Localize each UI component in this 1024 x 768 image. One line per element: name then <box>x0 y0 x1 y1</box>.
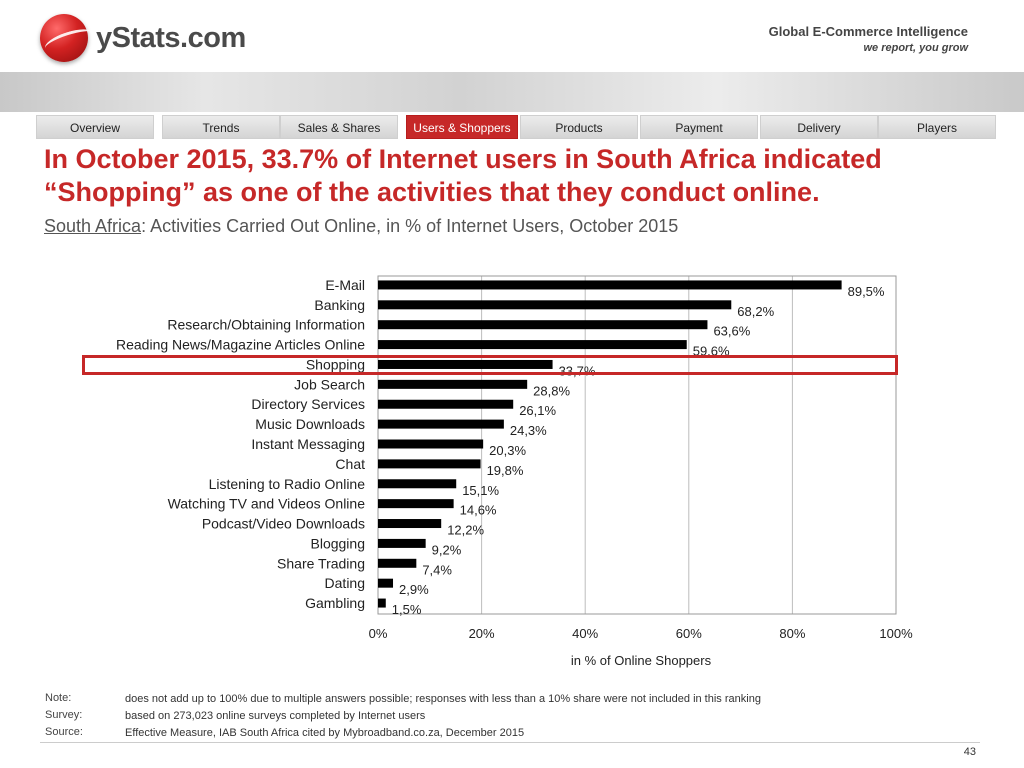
bar <box>378 399 514 409</box>
value-label: 28,8% <box>533 383 570 398</box>
category-label: Music Downloads <box>255 416 365 432</box>
bar <box>378 538 426 548</box>
x-tick-label: 40% <box>572 626 598 641</box>
value-label: 63,6% <box>713 324 750 339</box>
survey-text: based on 273,023 online surveys complete… <box>125 710 426 722</box>
category-label: Blogging <box>311 535 366 551</box>
category-label: Shopping <box>306 356 365 372</box>
subtitle-text: : Activities Carried Out Online, in % of… <box>141 216 679 236</box>
value-label: 19,8% <box>487 463 524 478</box>
bar <box>378 340 687 350</box>
tagline-title: Global E-Commerce Intelligence <box>768 24 968 39</box>
category-label: Chat <box>335 456 365 472</box>
x-tick-label: 80% <box>779 626 805 641</box>
category-label: Watching TV and Videos Online <box>168 496 366 512</box>
category-label: Banking <box>314 297 365 313</box>
value-label: 59,6% <box>693 344 730 359</box>
bar <box>378 499 454 509</box>
header-band <box>0 72 1024 112</box>
value-label: 26,1% <box>519 403 556 418</box>
bar <box>378 598 386 608</box>
source-label: Source: <box>45 726 83 738</box>
logo-globe-icon <box>40 14 88 62</box>
category-label: Dating <box>325 575 365 591</box>
tab-overview[interactable]: Overview <box>36 115 154 139</box>
x-tick-label: 100% <box>879 626 913 641</box>
value-label: 1,5% <box>392 602 422 617</box>
value-label: 89,5% <box>848 284 885 299</box>
value-label: 20,3% <box>489 443 526 458</box>
tab-players[interactable]: Players <box>878 115 996 139</box>
tab-trends[interactable]: Trends <box>162 115 280 139</box>
bar <box>378 359 553 369</box>
tab-users-shoppers[interactable]: Users & Shoppers <box>406 115 518 139</box>
category-label: Gambling <box>305 595 365 611</box>
category-label: Job Search <box>294 376 365 392</box>
bar <box>378 459 481 469</box>
category-label: Instant Messaging <box>251 436 365 452</box>
value-label: 7,4% <box>422 562 452 577</box>
survey-label: Survey: <box>45 709 83 721</box>
activities-bar-chart: 0% 20% 40% 60% 80% 100% E-Mail 89,5% Banking 68,2… <box>116 275 913 668</box>
bar <box>378 280 842 290</box>
category-label: Share Trading <box>277 555 365 571</box>
bar <box>378 439 484 449</box>
value-label: 9,2% <box>432 542 462 557</box>
bar <box>378 379 528 389</box>
category-label: Research/Obtaining Information <box>167 317 365 333</box>
footer-divider <box>40 742 980 743</box>
tab-payment[interactable]: Payment <box>640 115 758 139</box>
tab-sales-shares[interactable]: Sales & Shares <box>280 115 398 139</box>
note-label: Note: <box>45 692 72 704</box>
value-label: 24,3% <box>510 423 547 438</box>
tab-delivery[interactable]: Delivery <box>760 115 878 139</box>
page-number: 43 <box>963 746 976 758</box>
subtitle-country: South Africa <box>44 216 142 236</box>
category-label: E-Mail <box>325 277 365 293</box>
chart-subtitle: South Africa: Activities Carried Out Onl… <box>44 216 678 237</box>
tab-products[interactable]: Products <box>520 115 638 139</box>
value-label: 68,2% <box>737 304 774 319</box>
x-tick-label: 60% <box>676 626 702 641</box>
section-nav: Overview Trends Sales & Shares Users & Shop… <box>36 115 996 139</box>
value-label: 15,1% <box>462 483 499 498</box>
logo-text: yStats.com <box>96 22 246 54</box>
x-tick-label: 0% <box>369 626 388 641</box>
x-tick-label: 20% <box>469 626 495 641</box>
bar <box>378 519 442 529</box>
note-text: does not add up to 100% due to multiple … <box>125 693 761 705</box>
bar <box>378 479 457 489</box>
bar <box>378 419 504 429</box>
category-label: Podcast/Video Downloads <box>202 516 365 532</box>
x-axis-label: in % of Online Shoppers <box>571 653 712 668</box>
source-text: Effective Measure, IAB South Africa cite… <box>125 727 525 739</box>
page-title: In October 2015, 33.7% of Internet users… <box>44 144 882 207</box>
bar <box>378 300 732 310</box>
value-label: 2,9% <box>399 582 429 597</box>
value-label: 12,2% <box>447 523 484 538</box>
tagline-slogan: we report, you grow <box>863 42 968 54</box>
value-label: 14,6% <box>460 503 497 518</box>
bar <box>378 578 394 588</box>
category-label: Listening to Radio Online <box>209 476 366 492</box>
ystats-logo[interactable]: yStats.com <box>40 14 246 64</box>
bar <box>378 558 417 568</box>
header: yStats.com Global E-Commerce Intelligenc… <box>0 0 1024 72</box>
bar <box>378 320 708 330</box>
category-label: Reading News/Magazine Articles Online <box>116 337 365 353</box>
shopping-highlight-box <box>82 355 898 375</box>
category-label: Directory Services <box>251 396 365 412</box>
